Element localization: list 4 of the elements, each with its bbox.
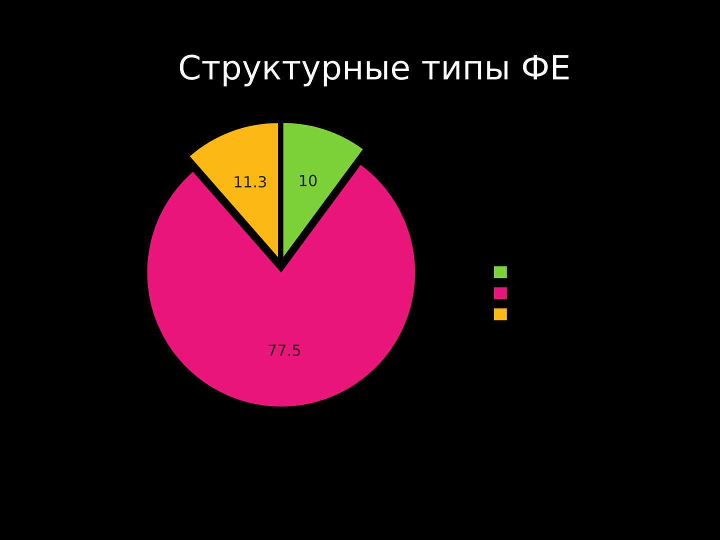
data-label: 77.5: [268, 344, 300, 356]
data-label: 10: [300, 174, 317, 186]
chart-title: Структурные типы ФЕ: [180, 54, 569, 86]
data-label: 11.3: [234, 176, 266, 188]
